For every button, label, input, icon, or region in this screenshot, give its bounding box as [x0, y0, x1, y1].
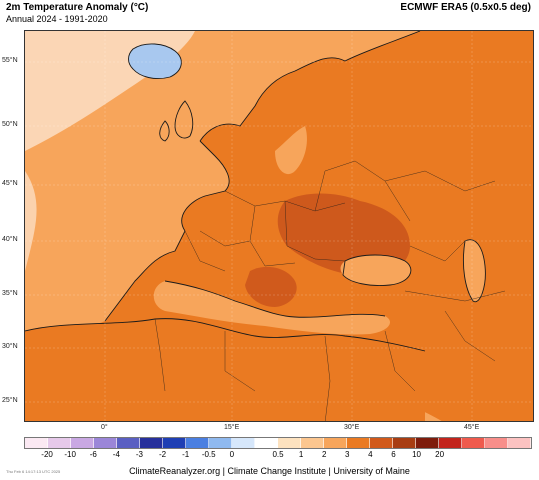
black-sea [340, 255, 411, 286]
legend-swatch-5 [140, 438, 163, 448]
anomaly-map [24, 30, 534, 422]
legend-swatch-20 [485, 438, 508, 448]
legend-label: 0.5 [272, 450, 284, 459]
legend-label: -1 [182, 450, 190, 459]
legend-label: -2 [158, 450, 167, 459]
lat-label-30: 30°N [2, 343, 18, 350]
iceland-cool-anomaly [128, 43, 182, 79]
graticule [25, 31, 533, 421]
legend-colorbar [24, 437, 532, 449]
lat-label-45: 45°N [2, 180, 18, 187]
legend-label: 4 [368, 450, 373, 459]
legend-swatch-1 [48, 438, 71, 448]
caspian-sea [463, 239, 486, 302]
cold-region-atlantic [25, 171, 37, 271]
legend-swatch-7 [186, 438, 209, 448]
legend-label: -20 [41, 450, 53, 459]
legend-swatch-4 [117, 438, 140, 448]
legend-swatch-18 [439, 438, 462, 448]
lon-label-45e: 45°E [464, 424, 480, 431]
country-borders [154, 160, 506, 421]
legend-swatch-12 [301, 438, 324, 448]
legend-label: -10 [64, 450, 76, 459]
legend-swatch-0 [25, 438, 48, 448]
legend-swatch-8 [209, 438, 232, 448]
legend-swatch-14 [347, 438, 370, 448]
chart-subtitle: Annual 2024 - 1991-2020 [6, 14, 108, 24]
legend-label: 10 [412, 450, 421, 459]
credit-footer: ClimateReanalyzer.org | Climate Change I… [129, 466, 410, 476]
legend-label: 3 [345, 450, 350, 459]
lat-label-25: 25°N [2, 397, 18, 404]
legend-swatch-9 [232, 438, 255, 448]
legend-label: 2 [321, 450, 327, 459]
lat-label-40: 40°N [2, 236, 18, 243]
map-canvas [25, 31, 533, 421]
legend-swatch-3 [94, 438, 117, 448]
legend-swatch-11 [278, 438, 301, 448]
legend-swatch-2 [71, 438, 94, 448]
baltic-sea [275, 126, 307, 175]
mediterranean-sea [153, 281, 390, 335]
lat-label-55: 55°N [2, 57, 18, 64]
legend-swatch-10 [255, 438, 278, 448]
lat-label-35: 35°N [2, 290, 18, 297]
legend-swatch-21 [508, 438, 531, 448]
legend-swatch-19 [462, 438, 485, 448]
legend-label: -6 [89, 450, 97, 459]
legend-swatch-13 [324, 438, 347, 448]
chart-title: 2m Temperature Anomaly (°C) [6, 2, 149, 13]
legend-label: -0.5 [201, 450, 216, 459]
legend-swatch-16 [393, 438, 416, 448]
legend-label: 1 [298, 450, 304, 459]
legend-label: -3 [135, 450, 144, 459]
legend-label: 20 [435, 450, 445, 459]
legend-label: 6 [391, 450, 396, 459]
hot-anomaly-balkans [245, 266, 297, 307]
legend-label: -4 [112, 450, 120, 459]
coastlines [25, 31, 486, 352]
legend-swatch-17 [416, 438, 439, 448]
render-timestamp: Thu Feb 6 14:17:13 UTC 2025 [6, 469, 61, 474]
lon-label-15e: 15°E [224, 424, 240, 431]
lat-label-50: 50°N [2, 121, 18, 128]
data-source: ECMWF ERA5 (0.5x0.5 deg) [400, 2, 531, 13]
lon-label-0: 0° [101, 424, 108, 431]
legend-swatch-15 [370, 438, 393, 448]
lon-label-30e: 30°E [344, 424, 360, 431]
legend-swatch-6 [163, 438, 186, 448]
legend-label: 0 [229, 450, 235, 459]
